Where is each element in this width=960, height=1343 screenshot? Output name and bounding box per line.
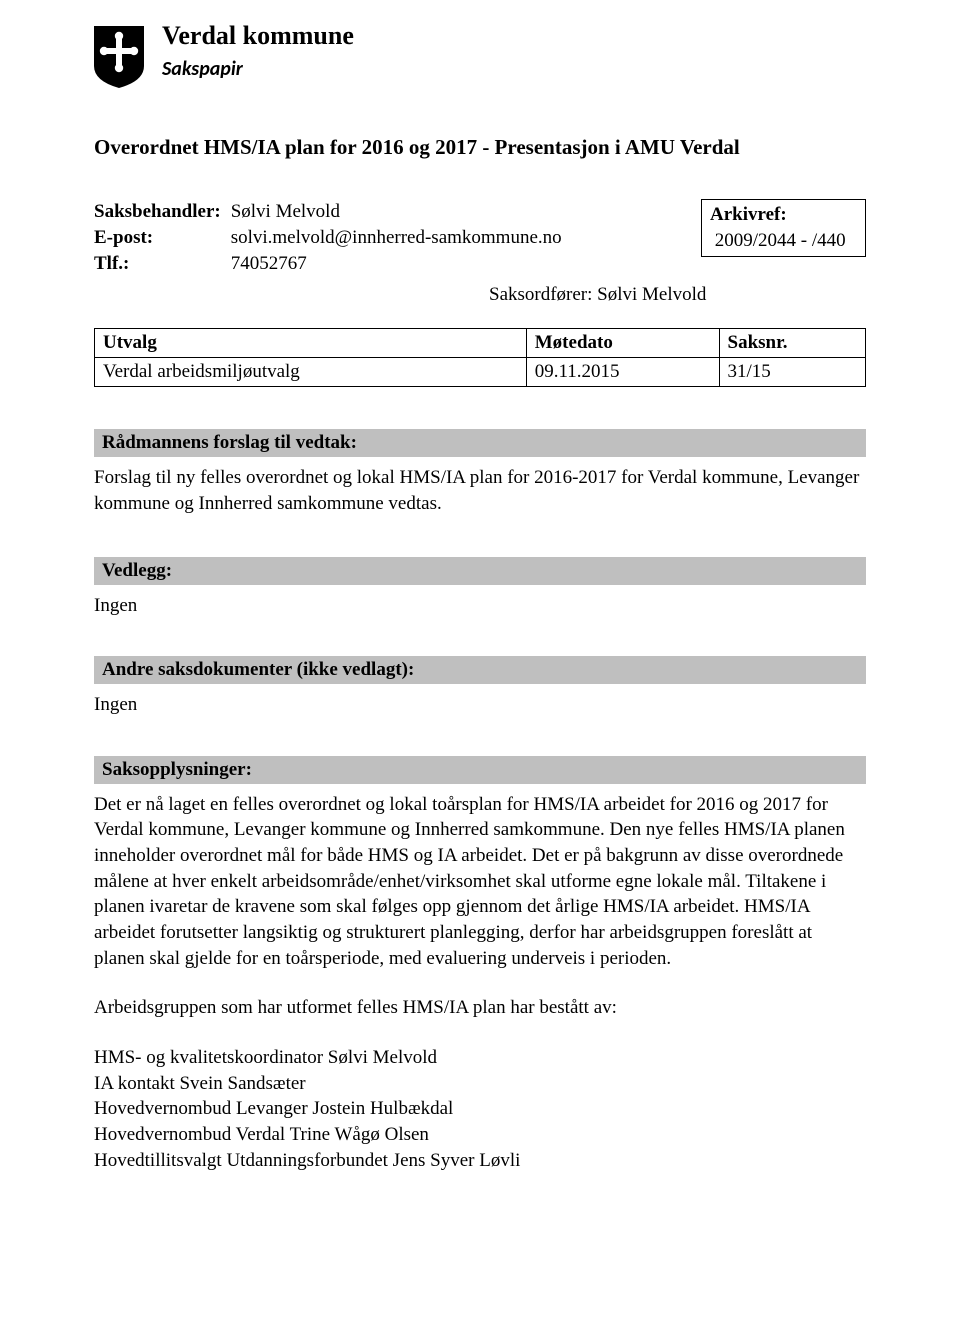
meeting-table: Utvalg Møtedato Saksnr. Verdal arbeidsmi… <box>94 328 866 387</box>
forslag-text: Forslag til ny felles overordnet og loka… <box>94 465 866 516</box>
document-type: Sakspapir <box>162 57 866 81</box>
value-saksbehandler: Sølvi Melvold <box>231 199 572 225</box>
section-heading-andre: Andre saksdokumenter (ikke vedlagt): <box>94 656 866 684</box>
value-epost: solvi.melvold@innherred-samkommune.no <box>231 225 572 251</box>
cell-motedato: 09.11.2015 <box>526 358 719 387</box>
cell-saksnr: 31/15 <box>719 358 866 387</box>
logo-cell <box>94 20 144 93</box>
list-item: IA kontakt Svein Sandsæter <box>94 1071 866 1097</box>
andre-text: Ingen <box>94 692 866 718</box>
saksopp-para1: Det er nå laget en felles overordnet og … <box>94 792 866 971</box>
organization-title: Verdal kommune <box>162 20 866 51</box>
section-heading-saksopp: Saksopplysninger: <box>94 756 866 784</box>
archive-value: 2009/2044 - /440 <box>710 228 855 254</box>
document-title: Overordnet HMS/IA plan for 2016 og 2017 … <box>94 133 866 161</box>
label-saksbehandler: Saksbehandler: <box>94 199 231 225</box>
case-presenter: Saksordfører: Sølvi Melvold <box>94 284 866 306</box>
list-item: Hovedvernombud Levanger Jostein Hulbækda… <box>94 1096 866 1122</box>
vedlegg-text: Ingen <box>94 593 866 619</box>
value-tlf: 74052767 <box>231 251 572 277</box>
saksopp-para2: Arbeidsgruppen som har utformet felles H… <box>94 995 866 1021</box>
label-tlf: Tlf.: <box>94 251 231 277</box>
table-row: Verdal arbeidsmiljøutvalg 09.11.2015 31/… <box>95 358 866 387</box>
member-list: HMS- og kvalitetskoordinator Sølvi Melvo… <box>94 1045 866 1173</box>
archive-box: Arkivref: 2009/2044 - /440 <box>701 199 866 256</box>
cell-utvalg: Verdal arbeidsmiljøutvalg <box>95 358 527 387</box>
meta-row: Saksbehandler: Sølvi Melvold E-post: sol… <box>94 199 866 276</box>
meta-left: Saksbehandler: Sølvi Melvold E-post: sol… <box>94 199 701 276</box>
page: Verdal kommune Sakspapir Overordnet HMS/… <box>0 0 960 1213</box>
section-heading-vedlegg: Vedlegg: <box>94 557 866 585</box>
col-saksnr: Saksnr. <box>719 329 866 358</box>
label-epost: E-post: <box>94 225 231 251</box>
list-item: Hovedtillitsvalgt Utdanningsforbundet Je… <box>94 1148 866 1174</box>
document-header: Verdal kommune Sakspapir <box>94 20 866 93</box>
archive-label: Arkivref: <box>710 202 855 228</box>
table-header-row: Utvalg Møtedato Saksnr. <box>95 329 866 358</box>
shield-icon <box>94 26 144 88</box>
col-motedato: Møtedato <box>526 329 719 358</box>
section-heading-forslag: Rådmannens forslag til vedtak: <box>94 429 866 457</box>
title-cell: Verdal kommune Sakspapir <box>162 20 866 81</box>
list-item: Hovedvernombud Verdal Trine Wågø Olsen <box>94 1122 866 1148</box>
meta-table: Saksbehandler: Sølvi Melvold E-post: sol… <box>94 199 572 276</box>
col-utvalg: Utvalg <box>95 329 527 358</box>
list-item: HMS- og kvalitetskoordinator Sølvi Melvo… <box>94 1045 866 1071</box>
